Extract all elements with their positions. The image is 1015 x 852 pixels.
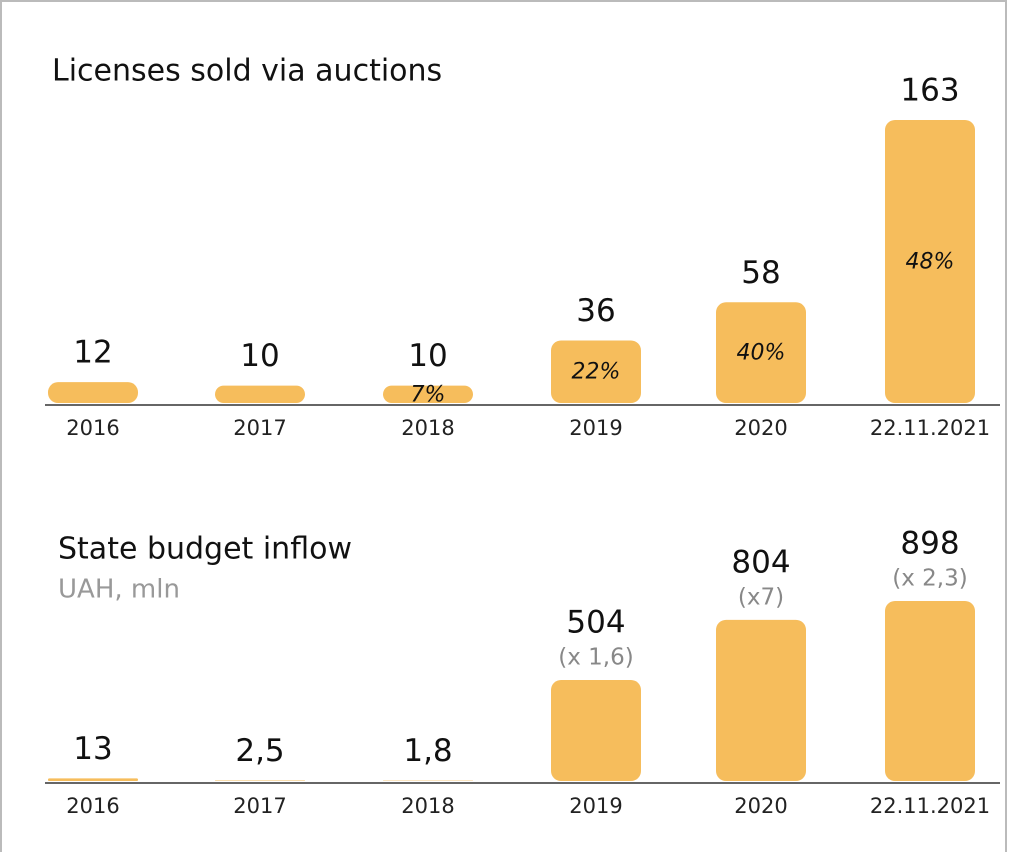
value-label: 13 bbox=[73, 731, 112, 767]
bar bbox=[716, 302, 806, 403]
x-tick-label: 2017 bbox=[233, 794, 286, 818]
value-label: 804 bbox=[731, 544, 790, 580]
value-label: 12 bbox=[73, 335, 112, 371]
x-tick-label: 2016 bbox=[66, 794, 119, 818]
value-label: 1,8 bbox=[403, 733, 452, 769]
value-label: 10 bbox=[408, 338, 447, 374]
bar bbox=[215, 385, 305, 403]
x-tick-label: 2019 bbox=[569, 794, 622, 818]
growth-label: (x7) bbox=[738, 584, 784, 610]
value-label: 504 bbox=[566, 604, 625, 640]
bar bbox=[551, 679, 641, 781]
value-label: 36 bbox=[576, 293, 615, 329]
share-label: 7% bbox=[411, 382, 446, 407]
value-label: 10 bbox=[240, 338, 279, 374]
bar bbox=[48, 778, 138, 781]
x-tick-label: 22.11.2021 bbox=[870, 794, 990, 818]
bar bbox=[48, 382, 138, 403]
x-tick-label: 2016 bbox=[66, 416, 119, 440]
bar bbox=[885, 120, 975, 403]
growth-label: (x 1,6) bbox=[558, 644, 633, 670]
bar bbox=[215, 780, 305, 781]
bar bbox=[885, 601, 975, 781]
value-label: 2,5 bbox=[235, 733, 284, 769]
x-tick-label: 2018 bbox=[401, 794, 454, 818]
x-tick-label: 2019 bbox=[569, 416, 622, 440]
chart-title: Licenses sold via auctions bbox=[52, 54, 442, 89]
value-label: 898 bbox=[900, 526, 959, 562]
x-tick-label: 22.11.2021 bbox=[870, 416, 990, 440]
growth-label: (x 2,3) bbox=[892, 566, 967, 592]
x-tick-label: 2017 bbox=[233, 416, 286, 440]
bar bbox=[716, 619, 806, 781]
value-label: 163 bbox=[900, 73, 959, 109]
bar bbox=[551, 340, 641, 403]
share-label: 40% bbox=[737, 341, 786, 366]
chart-subtitle: UAH, mln bbox=[58, 575, 180, 605]
value-label: 58 bbox=[741, 255, 780, 291]
share-label: 48% bbox=[906, 250, 955, 275]
x-tick-label: 2018 bbox=[401, 416, 454, 440]
x-tick-label: 2020 bbox=[734, 794, 787, 818]
share-label: 22% bbox=[572, 360, 621, 385]
bar bbox=[383, 385, 473, 403]
x-tick-label: 2020 bbox=[734, 416, 787, 440]
chart-title: State budget inflow bbox=[58, 532, 352, 567]
